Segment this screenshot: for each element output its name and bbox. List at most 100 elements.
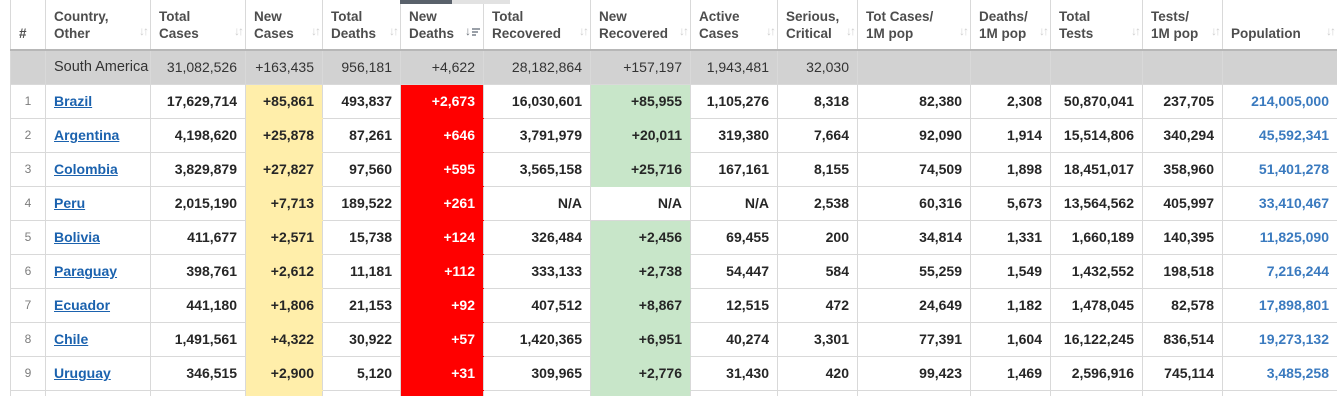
cell-serious_critical: 3,301 (777, 321, 858, 357)
col-header-total_tests[interactable]: Total Tests ↓↑ (1050, 0, 1143, 51)
cell-total_cases: 346,515 (150, 355, 246, 391)
cell-tests_per_1m: 836,514 (1142, 321, 1223, 357)
cell-cases_per_1m (857, 49, 971, 85)
col-header-new_deaths[interactable]: New Deaths ↓ (400, 0, 484, 51)
population-link[interactable]: 19,273,132 (1258, 331, 1329, 347)
cell-deaths_per_1m: 1,469 (970, 355, 1051, 391)
sorted-column-top-strip (400, 0, 452, 4)
cell-total_deaths: 956,181 (322, 49, 401, 85)
cell-new_deaths: +57 (400, 321, 484, 357)
cell-new_deaths: +646 (400, 117, 484, 153)
col-header-label: Recovered (599, 26, 669, 41)
header-row: # Country, Other ↓↑ Total Cases ↓↑ New Cases ↓↑ To… (10, 0, 1337, 51)
cell-deaths_per_1m (970, 49, 1051, 85)
col-header-label: Other (54, 26, 91, 41)
col-header-label: New (599, 9, 627, 24)
col-header-label: Population (1231, 26, 1301, 41)
population-link[interactable]: 11,825,090 (1259, 229, 1329, 245)
cell-total_deaths: 11,181 (322, 253, 401, 289)
cell-new_cases: +27,827 (245, 151, 323, 187)
sort-both-icon[interactable]: ↓↑ (1211, 24, 1221, 38)
country-link[interactable]: Brazil (54, 93, 93, 109)
cell-population (1222, 49, 1337, 85)
sort-both-icon[interactable]: ↓↑ (679, 24, 689, 38)
cell-rank: 8 (10, 321, 46, 357)
cell-country: Bolivia (45, 219, 151, 255)
sort-both-icon[interactable]: ↓↑ (846, 24, 856, 38)
country-row: 6 Paraguay 398,761 +2,612 11,181 +112 333,133 +… (10, 253, 1337, 289)
sort-both-icon[interactable]: ↓↑ (1326, 24, 1336, 38)
population-link[interactable]: 45,592,341 (1258, 127, 1329, 143)
col-header-new_recovered[interactable]: New Recovered ↓↑ (590, 0, 691, 51)
country-link[interactable]: Peru (54, 195, 86, 211)
col-header-label: 1M pop (866, 26, 914, 41)
col-header-label: Active (699, 9, 740, 24)
country-row: 5 Bolivia 411,677 +2,571 15,738 +124 326,484 +2… (10, 219, 1337, 255)
continent-total-row: South America 31,082,526 +163,435 956,181 +4… (10, 49, 1337, 85)
cell-deaths_per_1m: 1,914 (970, 117, 1051, 153)
cell-new_recovered: +157,197 (590, 49, 691, 85)
sort-both-icon[interactable]: ↓↑ (1131, 24, 1141, 38)
sort-both-icon[interactable]: ↓↑ (389, 24, 399, 38)
sort-both-icon[interactable]: ↓↑ (234, 24, 244, 38)
cell-new_recovered: +85,955 (590, 83, 691, 119)
cell-new_cases: +25,878 (245, 117, 323, 153)
covid-stats-table: # Country, Other ↓↑ Total Cases ↓↑ New Cases ↓↑ To… (10, 0, 1337, 396)
cell-rank: 7 (10, 287, 46, 323)
cell-serious_critical: 584 (777, 253, 858, 289)
cell-total_cases: 31,082,526 (150, 49, 246, 85)
cell-new_deaths: +31 (400, 355, 484, 391)
sort-both-icon[interactable]: ↓↑ (139, 24, 149, 38)
cell-deaths_per_1m: 1,549 (970, 253, 1051, 289)
country-link[interactable]: Argentina (54, 127, 120, 143)
col-header-tests_per_1m[interactable]: Tests/1M pop ↓↑ (1142, 0, 1223, 51)
col-header-label: Tests/ (1151, 9, 1190, 24)
col-header-cases_per_1m[interactable]: Tot Cases/1M pop ↓↑ (857, 0, 971, 51)
cell-cases_per_1m: 92,090 (857, 117, 971, 153)
col-header-label: Tests (1059, 26, 1094, 41)
population-link[interactable]: 51,401,278 (1258, 161, 1329, 177)
col-header-active_cases[interactable]: Active Cases ↓↑ (690, 0, 778, 51)
cell-serious_critical: 200 (777, 219, 858, 255)
cell-population: 3,485,258 (1222, 355, 1337, 391)
cell-total_recovered: 28,182,864 (483, 49, 591, 85)
col-header-label: # (19, 26, 27, 41)
country-link[interactable]: Paraguay (54, 263, 118, 279)
col-header-country[interactable]: Country, Other ↓↑ (45, 0, 151, 51)
partial-cell-total_cases (150, 389, 246, 396)
sort-both-icon[interactable]: ↓↑ (766, 24, 776, 38)
col-header-total_recovered[interactable]: Total Recovered ↓↑ (483, 0, 591, 51)
cell-total_cases: 4,198,620 (150, 117, 246, 153)
sort-bars-icon (472, 27, 480, 37)
col-header-total_deaths[interactable]: Total Deaths ↓↑ (322, 0, 401, 51)
sort-both-icon[interactable]: ↓↑ (1039, 24, 1049, 38)
population-link[interactable]: 33,410,467 (1258, 195, 1329, 211)
country-link[interactable]: Uruguay (54, 365, 111, 381)
country-link[interactable]: Ecuador (54, 297, 111, 313)
cell-serious_critical: 7,664 (777, 117, 858, 153)
cell-tests_per_1m: 405,997 (1142, 185, 1223, 221)
col-header-serious_critical[interactable]: Serious, Critical ↓↑ (777, 0, 858, 51)
sort-both-icon[interactable]: ↓↑ (311, 24, 321, 38)
country-link[interactable]: Bolivia (54, 229, 100, 245)
cell-country: Brazil (45, 83, 151, 119)
population-link[interactable]: 17,898,801 (1258, 297, 1329, 313)
cell-country: South America (45, 49, 151, 85)
country-row: 2 Argentina 4,198,620 +25,878 87,261 +646 3,79… (10, 117, 1337, 153)
col-header-deaths_per_1m[interactable]: Deaths/1M pop ↓↑ (970, 0, 1051, 51)
country-link[interactable]: Colombia (54, 161, 118, 177)
population-link[interactable]: 7,216,244 (1266, 263, 1329, 279)
col-header-label: New (409, 9, 437, 24)
population-link[interactable]: 214,005,000 (1251, 93, 1329, 109)
col-header-total_cases[interactable]: Total Cases ↓↑ (150, 0, 246, 51)
population-link[interactable]: 3,485,258 (1266, 365, 1329, 381)
cell-population: 7,216,244 (1222, 253, 1337, 289)
sort-both-icon[interactable]: ↓↑ (959, 24, 969, 38)
cell-total_cases: 398,761 (150, 253, 246, 289)
col-header-new_cases[interactable]: New Cases ↓↑ (245, 0, 323, 51)
sort-both-icon[interactable]: ↓↑ (579, 24, 589, 38)
sort-desc-active-icon[interactable]: ↓ (465, 23, 480, 40)
country-link[interactable]: Chile (54, 331, 89, 347)
cell-total_tests: 13,564,562 (1050, 185, 1143, 221)
col-header-population[interactable]: Population ↓↑ (1222, 0, 1337, 51)
